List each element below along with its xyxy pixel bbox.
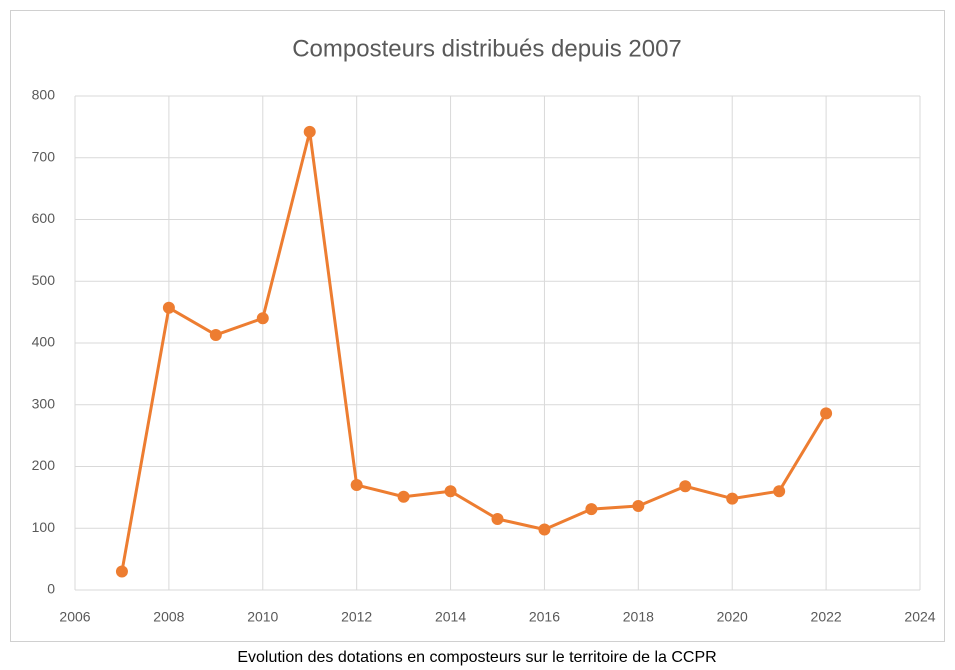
data-point [256, 312, 269, 325]
x-tick-label: 2006 [59, 609, 90, 625]
y-tick-label: 700 [32, 148, 56, 164]
x-tick-label: 2020 [717, 609, 748, 625]
x-tick-label: 2012 [341, 609, 372, 625]
data-point [726, 492, 739, 505]
y-tick-label: 800 [32, 87, 56, 103]
y-tick-label: 100 [32, 519, 56, 535]
series-line [120, 130, 828, 572]
y-tick-label: 200 [32, 457, 56, 473]
data-point [303, 125, 316, 138]
x-tick-label: 2018 [623, 609, 654, 625]
chart-title: Composteurs distribués depuis 2007 [292, 35, 682, 62]
data-point [491, 512, 504, 525]
caption: Evolution des dotations en composteurs s… [237, 649, 716, 666]
x-tick-label: 2008 [153, 609, 184, 625]
data-point [209, 328, 222, 341]
data-point [773, 485, 786, 498]
x-tick-label: 2014 [435, 609, 466, 625]
x-tick-label: 2022 [811, 609, 842, 625]
y-tick-label: 400 [32, 334, 56, 350]
data-point [820, 407, 833, 420]
data-point [444, 485, 457, 498]
data-point [162, 301, 175, 314]
y-tick-label: 500 [32, 272, 56, 288]
data-point [115, 565, 128, 578]
data-point [538, 523, 551, 536]
x-tick-label: 2016 [529, 609, 560, 625]
data-point [350, 479, 363, 492]
chart-frame [10, 10, 945, 642]
data-point [397, 490, 410, 503]
data-point [632, 500, 645, 513]
x-tick-label: 2010 [247, 609, 278, 625]
y-tick-label: 0 [47, 581, 55, 597]
x-tick-label: 2024 [904, 609, 935, 625]
y-tick-label: 600 [32, 210, 56, 226]
y-tick-label: 300 [32, 395, 56, 411]
data-point [585, 503, 598, 516]
data-point [679, 480, 692, 493]
